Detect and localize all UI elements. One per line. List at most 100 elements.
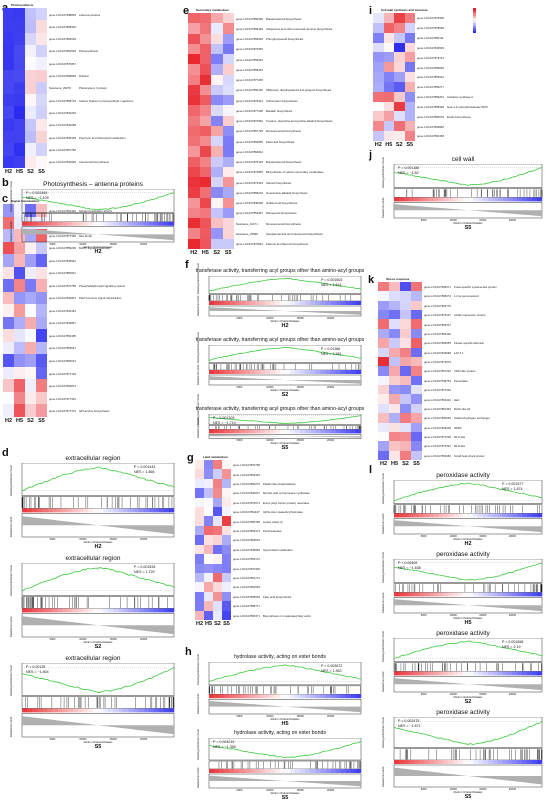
heatmap-cell <box>373 101 384 112</box>
enrichment-frame <box>208 276 362 294</box>
rank-bar-segment <box>98 508 104 513</box>
x-axis-label: Rank in Ordered Dataset <box>270 717 300 721</box>
rank-bar-segment <box>42 708 48 713</box>
gene-function-label: Phosphatidylinositol signaling system <box>79 283 126 288</box>
heatmap-cell <box>14 404 26 418</box>
rank-bar-segment <box>22 608 28 613</box>
gsea-p-value: P = 0.00409 <box>398 561 418 565</box>
hit-frame <box>393 188 543 198</box>
gsea-plot-l3 <box>393 638 543 693</box>
column-label: H2 <box>379 461 388 467</box>
gene-function-label: Betalain biosynthesis <box>266 108 293 113</box>
y-axis-label-metric: Ranked list metric <box>197 767 200 788</box>
rank-bar-segment <box>92 508 99 513</box>
rank-bar-segment <box>418 671 424 676</box>
heatmap-cell <box>25 94 37 107</box>
enrichment-frame <box>393 638 543 662</box>
gene-label: gene-LOC107853912 <box>417 75 444 80</box>
rank-bar-segment <box>143 708 149 713</box>
rank-bar-segment <box>423 592 429 597</box>
gene-label: gene-LOC107845435 <box>49 135 76 140</box>
y-axis-label-metric: Ranked list metric <box>10 616 13 637</box>
rank-bar-segment <box>398 671 405 676</box>
heatmap-cell <box>14 143 26 156</box>
rank-bar-segment <box>279 694 286 699</box>
x-tick-label: 5000 <box>420 692 427 696</box>
heatmap-cell <box>25 32 37 46</box>
ranked-metric-area <box>394 599 542 612</box>
rank-bar-segment <box>428 513 434 518</box>
heatmap-cell <box>36 69 48 83</box>
rank-bar-segment <box>428 197 434 202</box>
heatmap-cell <box>3 391 15 405</box>
heatmap-cell <box>222 497 232 508</box>
heatmap-cell <box>394 22 405 33</box>
heatmap-cell <box>204 497 214 508</box>
x-axis-label: Rank in Ordered Dataset <box>453 695 483 699</box>
heatmap-cell <box>14 204 26 217</box>
heatmap-cell <box>411 338 423 348</box>
heatmap-cell <box>373 22 384 33</box>
gene-label: gene-LOC107846944 <box>49 258 76 263</box>
rank-bar-segment <box>345 301 352 305</box>
y-axis-label-metric: Ranked list metric <box>10 716 13 737</box>
x-tick-label: 5000 <box>236 788 243 792</box>
gsea-title: extracellular region <box>65 655 121 662</box>
gsea-title: peroxidase activity <box>436 472 490 479</box>
gene-label: gene-LOC107842807 <box>49 296 76 301</box>
gsea-title: hydrolase activity, acting on ester bond… <box>234 654 326 660</box>
heatmap-cell <box>222 187 235 198</box>
rank-bar-segment <box>507 197 513 202</box>
rank-bar-segment <box>108 708 114 713</box>
heatmap-cell <box>213 610 223 621</box>
heatmap-cell <box>400 441 412 451</box>
rank-bar-segment <box>163 608 170 613</box>
y-axis-label-metric: Ranked list metric <box>382 197 385 218</box>
heatmap-cell <box>3 81 15 95</box>
heatmap-cell <box>25 341 37 355</box>
heatmap-cell <box>204 478 214 489</box>
rank-bar-segment <box>532 197 538 202</box>
gsea-p-value: P = 0.004215 <box>213 740 235 744</box>
rank-bar-segment <box>300 370 306 374</box>
heatmap-cell <box>211 74 223 86</box>
heatmap-cell <box>188 146 200 157</box>
heatmap-cell <box>25 404 37 418</box>
rank-bar-segment <box>92 608 99 613</box>
rank-bar-segment <box>224 370 230 374</box>
heatmap-cell <box>400 328 412 339</box>
rank-bar-segment <box>438 671 444 676</box>
heatmap-cell <box>222 64 235 75</box>
rank-bar-segment <box>310 769 316 773</box>
x-tick-label: 20000 <box>508 218 516 222</box>
heatmap-cell <box>400 385 412 395</box>
hit-frame <box>393 583 543 593</box>
heatmap-cell <box>25 279 37 292</box>
heatmap-cell <box>378 413 390 423</box>
rank-bar-segment <box>118 221 124 226</box>
heatmap-cell <box>389 356 401 367</box>
heatmap-cell <box>389 291 401 302</box>
y-axis-label-metric: Ranked list metric <box>197 417 200 438</box>
heatmap-cell <box>404 62 416 73</box>
heatmap-cell <box>222 478 232 489</box>
rank-bar-segment <box>394 760 400 764</box>
gene-function-label: Plant hormone signal transduction <box>79 296 122 301</box>
gene-function-label: Carbon fixation in photosynthetic organi… <box>79 98 134 103</box>
rank-bar-segment <box>229 694 235 699</box>
gsea-p-value: P = 0.002469 <box>26 191 48 195</box>
heatmap-cell <box>199 54 212 65</box>
heatmap-cell <box>188 95 200 106</box>
gene-label: gene-LOC107867234 <box>424 369 451 374</box>
heatmap-cell <box>188 125 200 137</box>
gene-function-label: Rubisco <box>79 74 90 79</box>
gene-function-label: Fusel-specific cysteine-like protein <box>454 285 497 290</box>
rank-bar-segment <box>502 592 508 597</box>
gsea-title: extracellular region <box>65 455 121 462</box>
gene-label: gene-LOC107869448 <box>236 26 263 31</box>
heatmap-cell <box>14 379 26 393</box>
rank-bar-segment <box>398 592 405 597</box>
rank-bar-segment <box>423 671 429 676</box>
rank-bar-segment <box>443 592 449 597</box>
x-tick-label: 15000 <box>296 714 304 718</box>
